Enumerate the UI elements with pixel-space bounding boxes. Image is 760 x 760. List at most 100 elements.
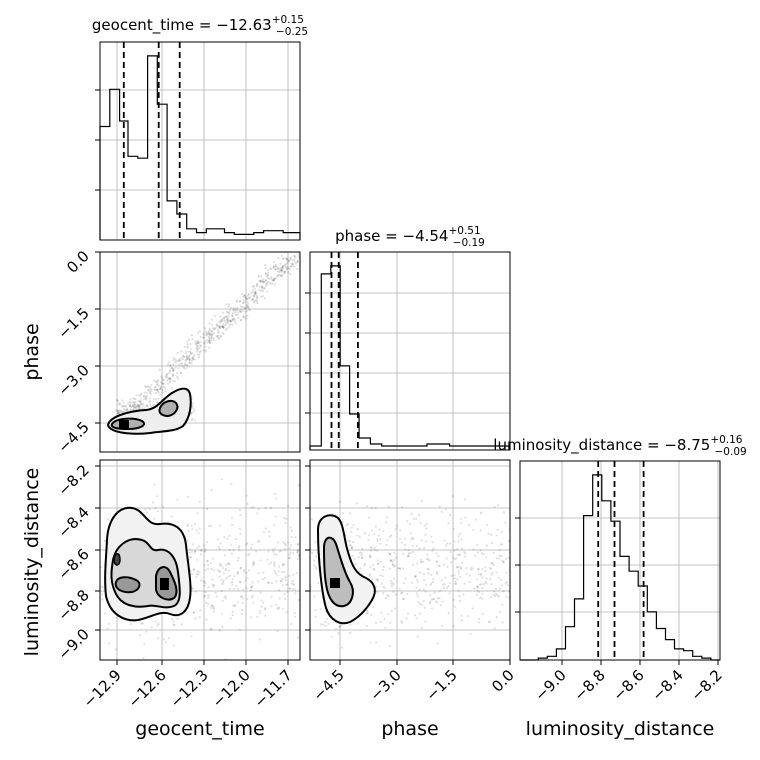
frame-luminosity-distance-vs-phase: [309, 459, 511, 661]
sample-point: [197, 331, 200, 334]
sample-point: [264, 263, 267, 267]
sample-point: [234, 311, 237, 314]
sample-point: [197, 341, 201, 344]
sample-point: [219, 334, 222, 337]
sample-point: [224, 324, 227, 327]
sample-point: [278, 270, 281, 274]
sample-point: [416, 635, 419, 638]
sample-point: [207, 586, 210, 589]
sample-point: [341, 520, 344, 524]
sample-point: [254, 287, 257, 290]
sample-point: [163, 638, 166, 641]
sample-point: [290, 622, 293, 626]
sample-point: [367, 534, 371, 537]
sample-point: [292, 265, 295, 268]
sample-point: [291, 259, 294, 262]
sample-point: [398, 587, 401, 590]
xtick-lumdist-1: −8.8: [570, 666, 608, 704]
sample-point: [391, 561, 394, 564]
sample-point: [389, 621, 392, 625]
sample-point: [289, 258, 292, 261]
sample-point: [222, 581, 225, 584]
sample-point: [259, 559, 262, 562]
sample-point: [490, 533, 493, 537]
sample-point: [280, 254, 283, 257]
sample-point: [390, 585, 393, 588]
sample-point: [280, 269, 283, 272]
sample-point: [158, 368, 161, 371]
sample-point: [186, 524, 189, 528]
xtick-labels-geocent-time: −12.9 −12.6 −12.3 −12.0 −11.7: [80, 666, 296, 711]
sample-point: [223, 536, 226, 539]
sample-point: [447, 612, 450, 615]
sample-point: [387, 612, 390, 615]
sample-point: [194, 340, 197, 343]
sample-point: [204, 350, 207, 353]
sample-point: [122, 401, 125, 404]
sample-point: [370, 547, 373, 550]
sample-point: [265, 284, 268, 287]
sample-point: [224, 567, 227, 571]
sample-point: [247, 553, 250, 556]
sample-point: [210, 488, 213, 492]
sample-point: [260, 599, 263, 602]
sample-point: [168, 637, 171, 640]
sample-point: [266, 290, 269, 293]
sample-point: [277, 257, 280, 260]
sample-point: [496, 528, 499, 532]
sample-point: [135, 393, 138, 397]
sample-point: [261, 286, 264, 289]
sample-point: [452, 598, 455, 602]
sample-point: [239, 595, 242, 599]
sample-point: [337, 632, 340, 635]
sample-point: [222, 323, 225, 326]
sample-point: [135, 405, 138, 408]
sample-point: [228, 303, 231, 306]
sample-point: [236, 306, 239, 309]
frame-luminosity-distance-vs-geocent-time: [99, 459, 301, 661]
sample-point: [228, 323, 231, 326]
sample-point: [281, 267, 284, 270]
sample-point: [296, 550, 299, 553]
sample-point: [493, 590, 496, 593]
sample-point: [430, 598, 433, 601]
sample-point: [245, 571, 248, 575]
sample-point: [157, 622, 160, 626]
sample-point: [156, 390, 159, 393]
sample-point: [372, 606, 375, 609]
sample-point: [484, 566, 487, 569]
sample-point: [185, 350, 188, 353]
sample-point: [244, 306, 248, 309]
sample-point: [307, 577, 309, 579]
sample-point: [226, 537, 229, 541]
sample-point: [370, 613, 373, 616]
sample-point: [157, 378, 160, 381]
sample-point: [252, 564, 255, 567]
sample-point: [407, 548, 410, 552]
panel-geocent-time-hist: geocent_time = −12.63+0.15 −0.25: [92, 14, 308, 241]
sample-point: [289, 257, 293, 260]
sample-point: [196, 344, 199, 347]
sample-point: [489, 577, 492, 581]
sample-point: [229, 320, 232, 323]
sample-point: [416, 581, 419, 584]
sample-point: [213, 327, 216, 330]
sample-point: [499, 543, 502, 546]
sample-point: [281, 266, 284, 269]
sample-point: [322, 623, 325, 626]
sample-point: [207, 596, 210, 600]
sample-point: [166, 373, 169, 376]
sample-point: [190, 550, 193, 553]
sample-point: [296, 268, 299, 271]
sample-point: [194, 617, 197, 620]
sample-point: [353, 557, 356, 560]
sample-point: [392, 558, 396, 562]
sample-point: [261, 294, 265, 297]
sample-point: [203, 327, 206, 330]
sample-point: [286, 258, 289, 261]
sample-point: [169, 377, 172, 380]
sample-point: [225, 597, 228, 600]
sample-point: [161, 376, 164, 379]
sample-point: [250, 547, 253, 550]
sample-point: [457, 569, 460, 573]
